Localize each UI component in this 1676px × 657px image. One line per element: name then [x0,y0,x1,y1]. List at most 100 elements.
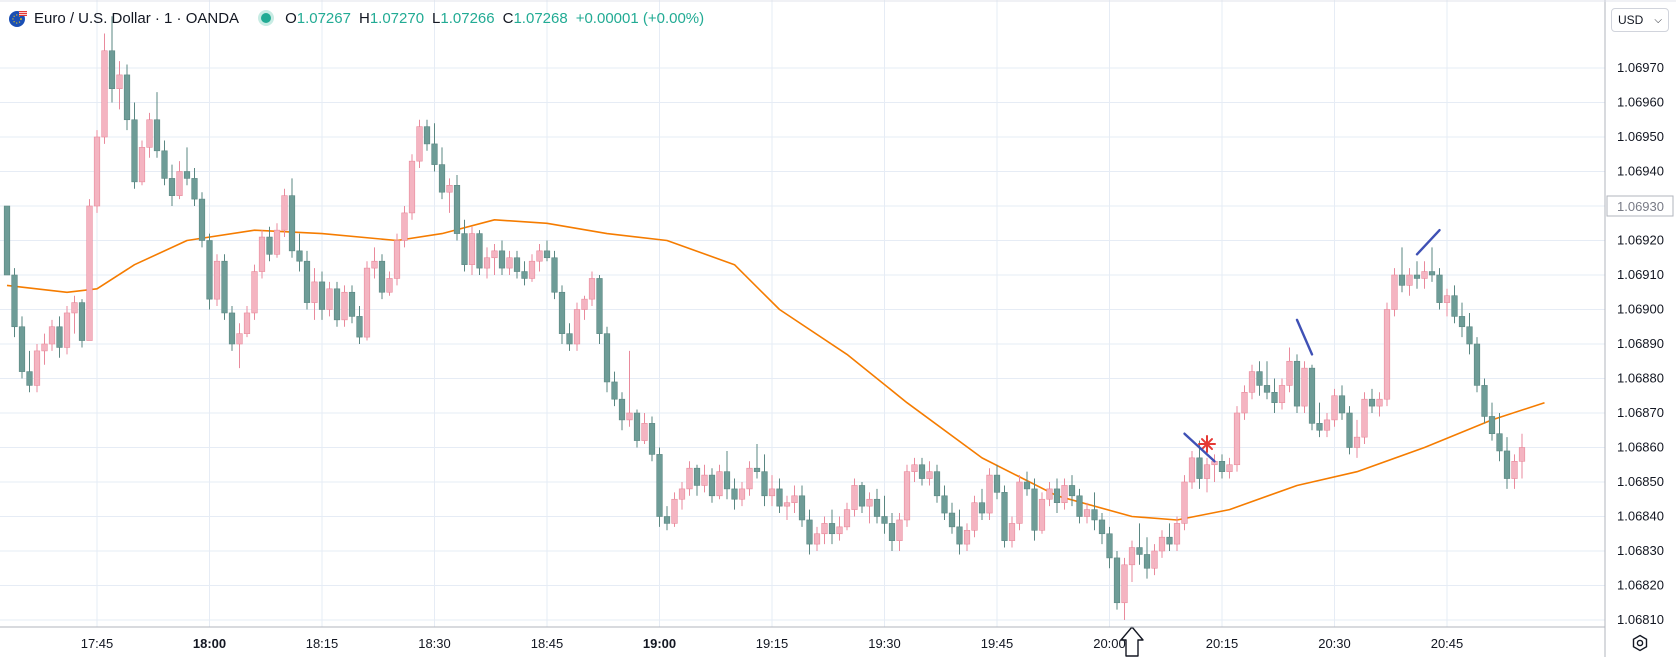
candle-down [1068,475,1076,507]
candle-down [1436,268,1443,310]
candle-down [1053,478,1061,514]
x-tick-label: 19:15 [756,636,789,651]
ohlc-low-value: 1.07266 [440,9,495,27]
candle-body [1323,419,1331,431]
candle-body [918,464,926,479]
candle-up [1016,475,1023,531]
candle-body [146,119,153,148]
candle-body [581,298,588,310]
candle-body [138,147,146,183]
candle-body [446,185,453,193]
candle-body [221,260,228,314]
candle-body [693,467,701,486]
candle-up [1038,492,1046,534]
candle-body [78,302,86,341]
candle-down [56,316,63,358]
candle-down [26,350,33,393]
candle-down [198,192,206,248]
candle-body [986,474,993,514]
candle-down [888,513,896,551]
candle-body [813,533,821,545]
candle-down [1001,485,1008,548]
candle-body [423,126,431,145]
candle-up [1061,478,1068,510]
candle-body [588,278,596,300]
candle-up [251,264,258,320]
candle-body [1128,547,1136,566]
candle-up [138,140,146,186]
candle-body [1406,274,1413,286]
candle-up [41,333,48,365]
candle-body [153,119,161,152]
candle-down [378,254,386,300]
candle-body [183,171,191,179]
candle-up [836,516,843,541]
ohlc-close-label: C [502,9,514,27]
candle-body [191,178,198,200]
y-tick-label: 1.06820 [1617,578,1664,593]
candle-body [1428,271,1436,276]
candle-body [416,126,423,162]
candle-body [1263,385,1271,393]
candle-body [453,185,461,234]
currency-select[interactable]: USD ⌵ [1611,8,1669,32]
candle-body [71,302,78,314]
candle-body [1503,450,1511,479]
candle-body [963,529,971,545]
candle-up [1353,419,1361,458]
candle-body [438,164,446,193]
candle-down [858,482,866,514]
candle-body [251,271,258,314]
candle-down [1143,537,1151,579]
candle-up [671,492,678,527]
candle-body [536,250,543,262]
y-tick-label: 1.06810 [1617,612,1664,627]
candle-down [566,323,573,351]
candle-body [1443,295,1451,303]
candle-body [1098,519,1106,535]
candle-up [243,306,251,338]
candle-down [708,468,716,503]
candle-body [483,257,491,269]
candle-body [926,471,933,479]
candle-down [131,102,138,189]
candle-body [1241,391,1248,414]
candle-body [1083,509,1091,517]
candle-body [956,526,963,545]
candle-down [356,306,363,344]
candle-body [573,309,581,345]
candle-body [93,136,101,207]
ohlc-high-label: H [358,9,370,27]
y-tick-label: 1.06900 [1617,302,1664,317]
market-open-dot-icon [261,13,272,23]
candle-up [1241,385,1248,420]
candle-body [1511,460,1518,479]
candle-body [176,171,183,196]
candle-body [1271,391,1278,403]
candle-body [1031,488,1038,531]
candle-up [33,344,41,393]
candle-body [746,467,753,490]
candle-down [543,240,551,262]
candle-up [903,464,911,527]
candle-body [761,471,768,497]
candle-body [378,260,386,293]
x-tick-label: 19:45 [981,636,1014,651]
candle-up [701,464,708,493]
drawings-layer [1120,228,1441,657]
candle-up [86,199,93,341]
candle-body [498,250,506,269]
candle-body [236,333,243,345]
candle-body [1136,547,1143,555]
gear-icon[interactable] [1631,634,1649,652]
symbol-title[interactable]: Euro / U.S. Dollar · 1 · OANDA [34,9,240,27]
symbol-legend[interactable]: Euro / U.S. Dollar · 1 · OANDA O 1.07267… [8,8,712,28]
candle-body [663,516,671,524]
candle-down [1428,247,1436,282]
candle-body [1376,398,1383,407]
candle-body [48,326,56,345]
candle-up [1421,261,1428,289]
candle-body [1278,385,1286,403]
candle-body [356,316,363,338]
